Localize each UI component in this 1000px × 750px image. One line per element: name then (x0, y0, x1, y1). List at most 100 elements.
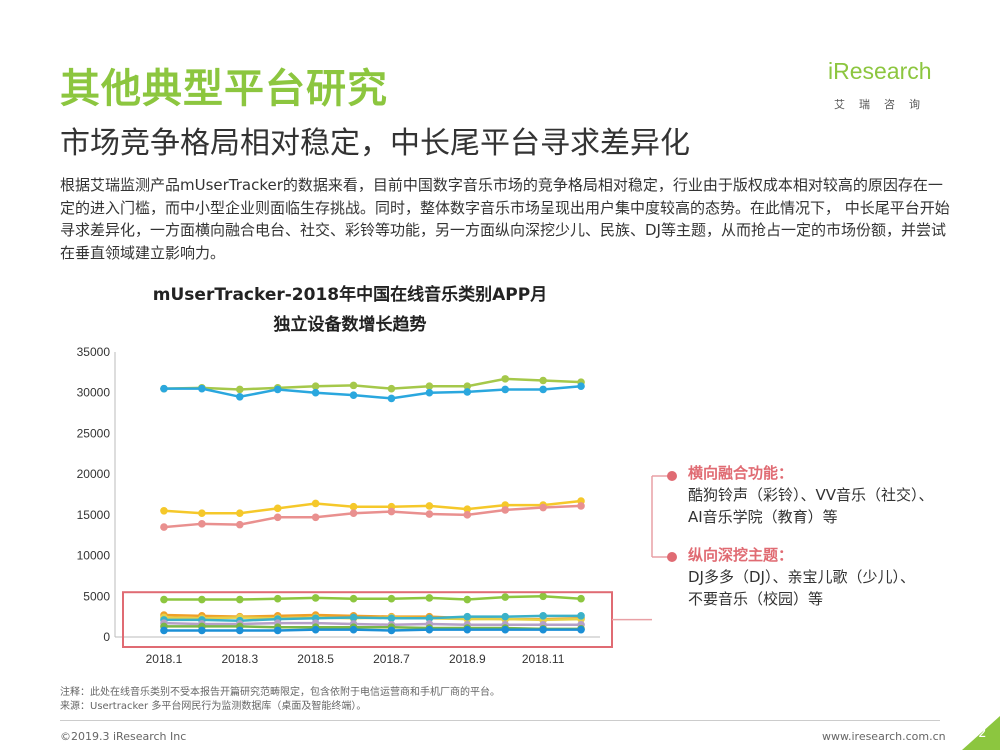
data-point (349, 613, 358, 622)
data-point (349, 594, 358, 603)
data-point (539, 625, 547, 634)
iresearch-logo: iResearch 艾瑞咨询 (828, 58, 958, 118)
data-point (539, 612, 547, 620)
page-number: 42 (970, 726, 987, 741)
data-point (425, 625, 434, 634)
data-point (349, 625, 358, 634)
data-point (577, 594, 585, 603)
data-point (501, 593, 510, 601)
data-point (198, 520, 206, 528)
footer-divider (60, 720, 940, 721)
data-point (387, 384, 396, 393)
y-tick-label: 10000 (77, 549, 111, 563)
chart-title-line2: 独立设备数增长趋势 (273, 315, 427, 335)
callout-dot (667, 471, 677, 481)
callout-dot (667, 552, 677, 562)
data-point (160, 626, 168, 635)
series-line (163, 621, 582, 627)
data-point (425, 502, 434, 510)
data-point (463, 511, 472, 519)
page-subtitle: 市场竞争格局相对稳定，中长尾平台寻求差异化 (60, 126, 690, 161)
data-point (311, 594, 320, 602)
data-point (198, 509, 206, 518)
data-point (387, 594, 396, 603)
x-tick-label: 2018.11 (522, 652, 565, 666)
data-point (387, 394, 396, 403)
y-tick-label: 25000 (77, 426, 111, 440)
callout-horizontal: 横向融合功能： 酷狗铃声（彩铃）、VV音乐（社交）、AI音乐学院（教育）等 (688, 462, 948, 528)
data-point (311, 382, 320, 390)
x-tick-label: 2018.5 (297, 652, 334, 666)
data-point (501, 385, 510, 394)
series-line (163, 504, 582, 529)
logo-text: iResearch (828, 58, 932, 84)
series-line (163, 625, 582, 631)
data-point (387, 614, 396, 623)
series-line (163, 595, 582, 601)
data-point (160, 384, 168, 393)
series-line (163, 628, 582, 632)
data-point (463, 388, 472, 396)
data-point (577, 625, 585, 634)
data-point (463, 382, 472, 390)
data-point (539, 503, 547, 512)
data-point (311, 388, 320, 397)
x-tick-label: 2018.7 (373, 652, 410, 666)
x-tick-label: 2018.1 (146, 652, 183, 666)
data-point (349, 509, 358, 518)
logo-subtext: 艾瑞咨询 (834, 98, 934, 111)
data-point (425, 510, 434, 518)
data-point (501, 625, 510, 634)
y-tick-label: 15000 (77, 508, 111, 522)
page-title: 其他典型平台研究 (60, 66, 388, 112)
data-point (235, 626, 244, 635)
data-point (160, 595, 168, 604)
data-point (425, 614, 434, 623)
data-point (160, 523, 168, 531)
data-point (577, 612, 585, 620)
data-point (539, 376, 547, 385)
y-tick-label: 20000 (77, 467, 111, 481)
y-tick-label: 30000 (77, 386, 111, 400)
data-point (463, 595, 472, 604)
data-point (198, 595, 206, 604)
data-point (198, 384, 206, 393)
x-tick-label: 2018.3 (221, 652, 258, 666)
callout-horizontal-text: 酷狗铃声（彩铃）、VV音乐（社交）、AI音乐学院（教育）等 (688, 486, 934, 526)
notes: 注释：此处在线音乐类别不受本报告开篇研究范畴限定，包含依附于电信运营商和手机厂商… (60, 686, 500, 714)
data-point (349, 381, 358, 390)
data-point (539, 385, 547, 394)
data-point (273, 385, 282, 394)
data-point (235, 595, 244, 604)
data-point (311, 513, 320, 522)
callout-vertical-heading: 纵向深挖主题： (688, 546, 794, 564)
data-point (501, 375, 510, 383)
data-point (463, 625, 472, 634)
note-line1: 注释：此处在线音乐类别不受本报告开篇研究范畴限定，包含依附于电信运营商和手机厂商… (60, 687, 500, 698)
copyright: ©2019.3 iResearch Inc (60, 730, 187, 743)
data-point (577, 382, 585, 390)
data-point (273, 594, 282, 603)
series-line (163, 377, 582, 391)
series-line (163, 499, 582, 515)
data-point (235, 392, 244, 401)
data-point (387, 507, 396, 516)
data-point (577, 502, 585, 510)
y-tick-label: 5000 (83, 589, 110, 603)
y-tick-label: 35000 (77, 345, 111, 359)
data-point (463, 505, 472, 513)
data-point (425, 594, 434, 602)
data-point (501, 506, 510, 514)
data-point (463, 612, 472, 621)
series-line (163, 614, 582, 622)
data-point (425, 388, 434, 397)
data-point (160, 506, 168, 515)
data-point (235, 520, 244, 529)
data-point (501, 612, 510, 621)
callout-horizontal-heading: 横向融合功能： (688, 464, 794, 482)
body-paragraph: 根据艾瑞监测产品mUserTracker的数据来看，目前中国数字音乐市场的竞争格… (60, 176, 950, 262)
data-point (273, 513, 282, 522)
data-point (539, 592, 547, 601)
chart-title-line1: mUserTracker-2018年中国在线音乐类别APP月 (152, 285, 548, 305)
note-line2: 来源：Usertracker 多平台网民行为监测数据库（桌面及智能终端）。 (60, 701, 367, 712)
